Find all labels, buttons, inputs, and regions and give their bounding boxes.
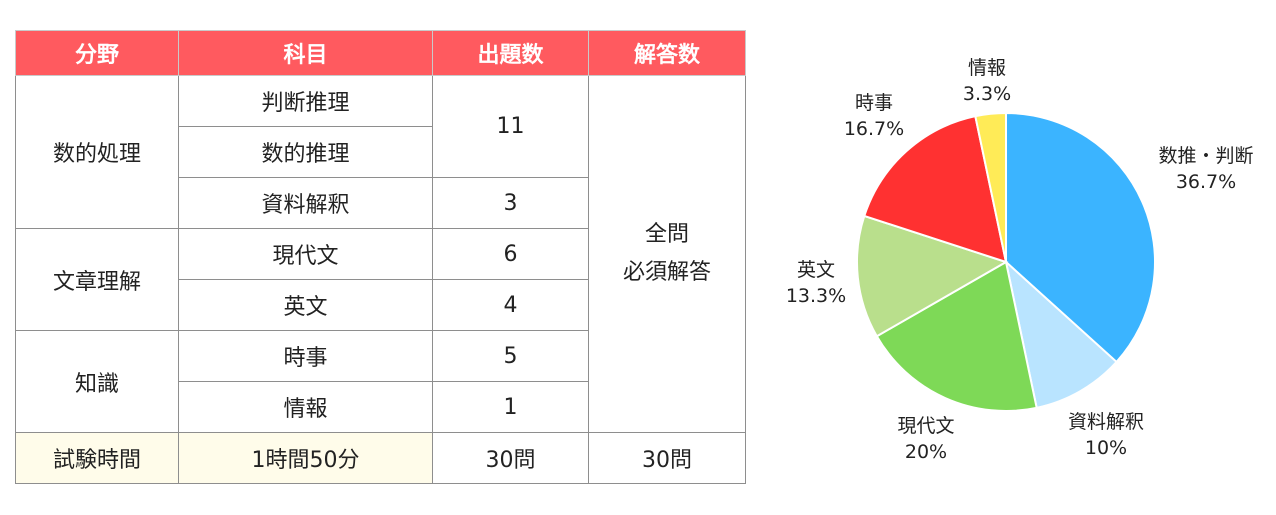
header-field: 分野 <box>15 30 179 76</box>
slice-label: 資料解釈 <box>1068 411 1144 433</box>
slice-label: 情報 <box>968 57 1006 79</box>
subject-cell: 英文 <box>178 279 433 331</box>
field-knowledge: 知識 <box>15 330 179 433</box>
table-row: 資料解釈 3 <box>16 177 746 229</box>
slice-label: 現代文 <box>897 415 954 437</box>
count-merged: 11 <box>432 75 589 178</box>
header-question-count: 出題数 <box>432 30 589 76</box>
answer-note-line1: 全問 <box>644 222 689 247</box>
slice-value-label: 20% <box>905 441 947 463</box>
footer-label: 試験時間 <box>15 432 179 484</box>
table-row: 英文 4 <box>16 279 746 331</box>
header-answer-count: 解答数 <box>588 30 746 76</box>
header-subject: 科目 <box>178 30 433 76</box>
slice-value-label: 16.7% <box>844 118 904 140</box>
count-cell: 1 <box>432 381 589 433</box>
footer-answer-count: 30問 <box>588 432 746 484</box>
count-cell: 4 <box>432 279 589 331</box>
pie-slices <box>856 111 1156 412</box>
exam-structure-table: 分野 科目 出題数 解答数 数的処理 判断推理 11 全問 必須解答 数的推理 … <box>15 30 746 484</box>
slice-value-label: 13.3% <box>786 285 846 307</box>
pie-slice <box>1005 111 1156 364</box>
count-cell: 5 <box>432 330 589 382</box>
footer-duration: 1時間50分 <box>178 432 433 484</box>
subject-cell: 時事 <box>178 330 433 382</box>
table-row: 文章理解 現代文 6 <box>15 228 746 331</box>
field-numerical: 数的処理 <box>15 75 179 229</box>
slice-value-label: 36.7% <box>1176 171 1236 193</box>
count-cell: 3 <box>432 177 589 229</box>
slice-label: 英文 <box>797 259 835 281</box>
count-cell: 6 <box>432 228 589 280</box>
pie-slice <box>856 214 1009 338</box>
slice-label: 数推・判断 <box>1158 145 1253 167</box>
table-row: 数的処理 判断推理 11 全問 必須解答 <box>15 75 746 433</box>
pie-slice <box>863 115 1008 264</box>
subject-cell: 資料解釈 <box>178 177 433 229</box>
pie-chart: 数推・判断 36.7% 資料解釈 10% 現代文 20% 英文 13.3% 時事 16.7% 情報 3… <box>786 57 1254 463</box>
table-row: 知識 時事 5 <box>15 330 746 433</box>
slice-label: 時事 <box>855 92 893 114</box>
subject-cell: 数的推理 <box>178 126 433 178</box>
pie-slice <box>974 111 1007 263</box>
answer-note-line2: 必須解答 <box>622 260 711 285</box>
subject-cell: 現代文 <box>178 228 433 280</box>
table-row: 数的推理 <box>16 126 746 178</box>
pie-labels: 数推・判断 36.7% 資料解釈 10% 現代文 20% 英文 13.3% 時事 16.7% 情報 3… <box>786 57 1254 463</box>
table-footer-row: 試験時間 1時間50分 30問 30問 <box>15 432 746 484</box>
table-header-row: 分野 科目 出題数 解答数 <box>15 30 746 76</box>
answer-note: 全問 必須解答 <box>588 75 746 433</box>
subject-cell: 情報 <box>178 381 433 433</box>
pie-slice <box>1004 259 1118 409</box>
slice-value-label: 3.3% <box>963 83 1011 105</box>
subject-cell: 判断推理 <box>178 75 433 127</box>
field-reading: 文章理解 <box>15 228 179 331</box>
slice-value-label: 10% <box>1085 437 1127 459</box>
pie-slice <box>875 260 1038 412</box>
footer-question-count: 30問 <box>432 432 589 484</box>
